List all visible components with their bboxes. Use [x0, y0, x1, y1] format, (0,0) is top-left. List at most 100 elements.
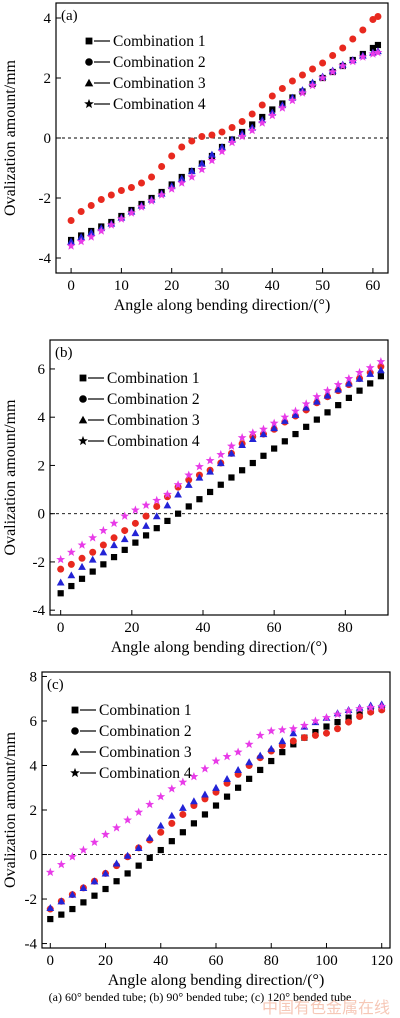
y-tick-label: 2 [44, 71, 52, 87]
data-point [167, 784, 177, 793]
data-point [345, 714, 352, 721]
x-tick-label: 10 [114, 278, 129, 294]
data-point [163, 501, 172, 509]
data-point [117, 187, 125, 194]
data-point [268, 92, 276, 100]
x-axis-title: Angle along bending direction/(°) [108, 972, 325, 989]
data-point [374, 13, 382, 20]
y-tick-label: -4 [25, 937, 38, 953]
data-point [367, 380, 374, 387]
data-point [323, 723, 330, 730]
x-tick-label: 0 [47, 953, 55, 969]
data-point [157, 190, 167, 199]
data-point [179, 829, 186, 836]
data-point [188, 137, 196, 145]
data-point [279, 749, 286, 756]
y-tick-label: 8 [30, 669, 38, 685]
legend-marker [70, 767, 80, 778]
data-point [127, 208, 136, 217]
data-point [335, 402, 342, 409]
data-point [179, 810, 187, 818]
legend: Combination 1 Combination 2 Combination 3 C… [78, 370, 200, 450]
data-point [124, 870, 131, 877]
data-point [256, 751, 265, 759]
data-point [322, 712, 331, 722]
data-point [102, 885, 109, 893]
data-point [222, 751, 232, 761]
data-point [132, 539, 139, 546]
series-4 [56, 357, 386, 564]
data-point [67, 237, 75, 245]
data-point [157, 846, 164, 854]
data-point [216, 449, 226, 459]
data-point [184, 470, 194, 479]
data-point [334, 718, 341, 726]
y-tick-label: 4 [38, 410, 46, 426]
legend-marker [85, 58, 93, 66]
data-point [141, 500, 151, 509]
data-point [195, 473, 204, 481]
data-point [131, 519, 139, 527]
data-point [206, 467, 214, 475]
data-point [69, 905, 76, 913]
data-point [58, 911, 65, 918]
data-point [153, 525, 160, 532]
x-axis-title: Angle along bending direction/(°) [111, 639, 328, 656]
data-point [248, 435, 257, 443]
data-point [233, 747, 243, 756]
data-point [238, 441, 247, 449]
data-point [201, 811, 209, 818]
data-point [355, 704, 365, 713]
legend-marker [71, 706, 79, 714]
data-point [91, 892, 98, 899]
data-point [77, 233, 86, 241]
data-point [277, 725, 287, 734]
data-point [177, 174, 186, 182]
data-point [303, 423, 310, 430]
x-tick-label: 80 [264, 953, 279, 969]
x-tick-label: 20 [124, 620, 139, 636]
data-point [145, 799, 155, 809]
data-point [101, 869, 110, 877]
data-point [168, 838, 175, 845]
data-point [120, 535, 129, 543]
data-point [280, 412, 290, 421]
data-point [66, 547, 76, 557]
data-point [120, 511, 130, 520]
data-point [368, 49, 378, 58]
x-tick-label: 60 [365, 278, 380, 294]
data-point [328, 67, 338, 76]
data-point [338, 61, 348, 70]
data-point [90, 877, 99, 885]
y-axis-title: Ovalization amount/mm [2, 59, 19, 216]
x-tick-label: 120 [370, 953, 393, 969]
panel-label: (a) [61, 8, 78, 24]
data-point [121, 527, 129, 535]
data-point [289, 737, 297, 745]
data-point [158, 163, 166, 170]
data-point [109, 518, 119, 528]
data-point [113, 878, 120, 885]
data-point [367, 708, 375, 716]
data-point [78, 562, 86, 570]
data-point [187, 172, 197, 181]
data-point [377, 701, 387, 711]
data-point [318, 73, 328, 82]
data-point [142, 512, 150, 520]
data-point [358, 52, 368, 61]
data-point [77, 540, 87, 549]
data-point [288, 77, 296, 85]
data-point [288, 95, 297, 105]
data-point [267, 744, 276, 752]
data-point [185, 503, 192, 510]
data-point [278, 85, 286, 92]
x-tick-label: 40 [195, 620, 210, 636]
data-point [147, 196, 156, 205]
data-point [89, 548, 97, 556]
data-point [178, 803, 187, 811]
data-point [67, 217, 75, 224]
data-point [196, 496, 203, 503]
data-point [76, 236, 86, 246]
data-point [67, 560, 75, 568]
